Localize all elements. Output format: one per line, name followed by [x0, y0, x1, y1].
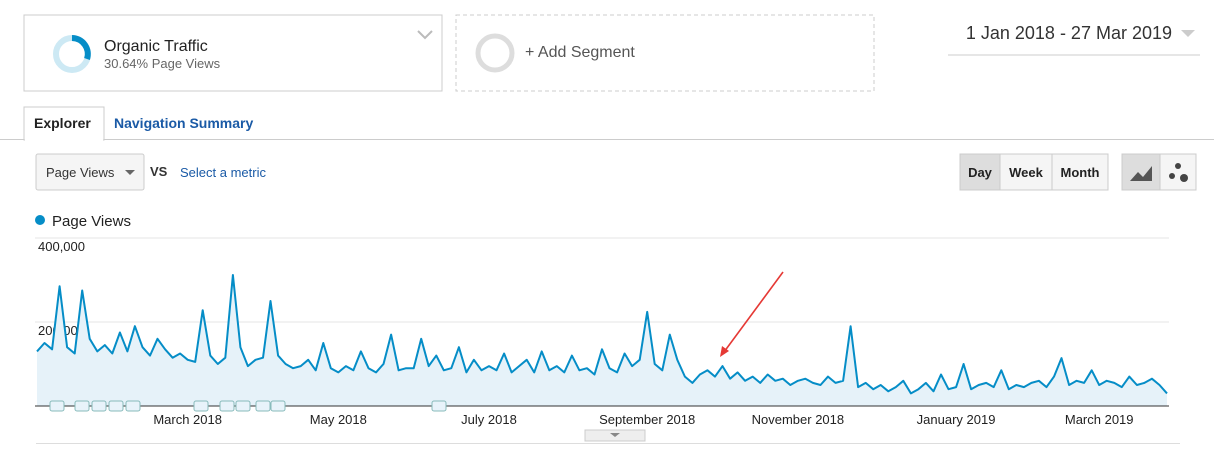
add-segment-card[interactable]	[455, 14, 875, 92]
date-range-caret[interactable]	[1181, 30, 1195, 37]
add-segment-label[interactable]: + Add Segment	[525, 44, 635, 61]
x-tick-label: September 2018	[599, 412, 695, 427]
granularity-label[interactable]: Day	[968, 165, 993, 180]
line	[36, 274, 1168, 395]
segment-donut-arc	[71, 35, 91, 60]
tab-label[interactable]: Explorer	[34, 115, 91, 131]
tab-cover	[25, 136, 103, 142]
legend-swatch	[35, 215, 45, 225]
granularity-label[interactable]: Month	[1061, 165, 1100, 180]
annotation-marker[interactable]	[125, 400, 141, 412]
dropdown-caret	[125, 170, 135, 175]
segment-subtitle: 30.64% Page Views	[104, 56, 221, 71]
x-tick-label: March 2019	[1065, 412, 1134, 427]
x-tick-label: July 2018	[461, 412, 517, 427]
area	[37, 275, 1167, 406]
annotation-marker[interactable]	[108, 400, 124, 412]
annotation-marker[interactable]	[193, 400, 209, 412]
annotation-marker[interactable]	[255, 400, 271, 412]
select-metric-link[interactable]: Select a metric	[180, 165, 266, 180]
motion-icon	[1169, 173, 1175, 179]
x-tick-label: May 2018	[310, 412, 367, 427]
annotation-arrowhead	[720, 346, 729, 357]
annotation-marker[interactable]	[49, 400, 65, 412]
metric-label[interactable]: Page Views	[46, 165, 115, 180]
granularity-label[interactable]: Week	[1009, 165, 1043, 180]
motion-icon	[1180, 174, 1188, 182]
vs-label: VS	[150, 164, 168, 179]
legend-label: Page Views	[52, 213, 131, 230]
tab-label[interactable]: Navigation Summary	[114, 115, 253, 131]
annotation-marker[interactable]	[270, 400, 286, 412]
tab-explorer[interactable]	[23, 106, 105, 141]
add-segment-icon	[475, 33, 515, 73]
x-tick-label: March 2018	[153, 412, 222, 427]
annotation-arrow	[723, 271, 784, 353]
annotation-marker[interactable]	[431, 400, 447, 412]
line-chart-icon	[1130, 166, 1152, 181]
month-button[interactable]	[1051, 153, 1109, 191]
segment-card[interactable]	[23, 14, 443, 92]
x-tick-label: November 2018	[752, 412, 845, 427]
metric-dropdown[interactable]	[35, 153, 145, 191]
motion-chart-button[interactable]	[1159, 153, 1197, 191]
date-range[interactable]: 1 Jan 2018 - 27 Mar 2019	[966, 23, 1172, 43]
annotation-marker[interactable]	[235, 400, 251, 412]
annotation-marker[interactable]	[219, 400, 235, 412]
segment-title: Organic Traffic	[104, 38, 208, 55]
annotation-marker[interactable]	[91, 400, 107, 412]
segment-chevron[interactable]	[417, 30, 433, 40]
motion-icon	[1175, 163, 1181, 169]
annotation-markers	[49, 400, 447, 412]
annotation-marker[interactable]	[74, 400, 90, 412]
line-chart-button[interactable]	[1121, 153, 1161, 191]
week-button[interactable]	[999, 153, 1053, 191]
x-tick-label: January 2019	[917, 412, 996, 427]
annotation-toggle-caret	[610, 433, 620, 437]
y-tick-label: 400,000	[38, 239, 85, 254]
